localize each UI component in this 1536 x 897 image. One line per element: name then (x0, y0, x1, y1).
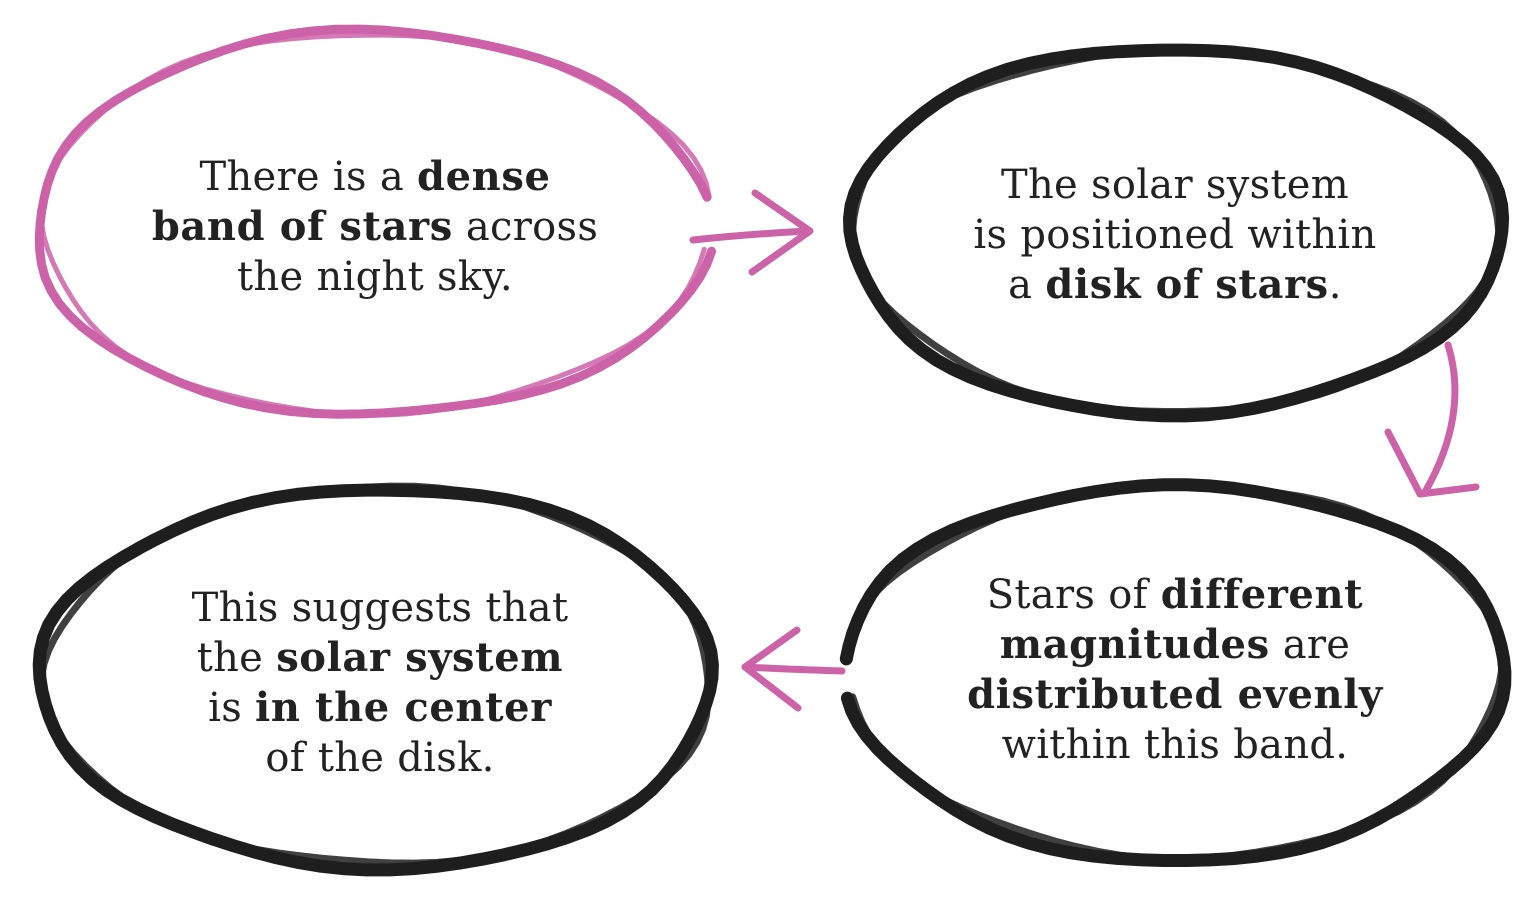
plain-text: The solar system (1000, 162, 1350, 208)
text-line: is in the center (130, 683, 630, 733)
plain-text: the night sky. (237, 254, 513, 300)
plain-text: is (208, 685, 256, 731)
text-line: There is a dense (120, 152, 630, 202)
plain-text: There is a (199, 154, 418, 200)
emphasis-text: distributed evenly (967, 671, 1383, 718)
outline-texture (849, 46, 1503, 415)
text-line: distributed evenly (925, 670, 1425, 720)
plain-text: This suggests that (191, 585, 569, 631)
arrow-shaft (689, 227, 812, 244)
node-outlines (32, 24, 1512, 877)
emphasis-text: disk of stars (1045, 261, 1329, 308)
arrow-shaft (1421, 341, 1459, 496)
text-line: magnitudes are (925, 620, 1425, 670)
arrow-node-3-to-node-4 (741, 626, 846, 712)
node-3-outline (839, 478, 1512, 867)
outline-texture (843, 483, 1506, 863)
emphasis-text: dense (417, 153, 551, 200)
text-line: The solar system (935, 160, 1415, 210)
text-line: the solar system (130, 633, 630, 683)
arrow-node-1-to-node-2 (689, 189, 814, 276)
plain-text: are (1269, 622, 1351, 668)
text-line: of the disk. (130, 733, 630, 783)
node-1-outline (34, 24, 717, 419)
plain-text: of the disk. (265, 735, 495, 781)
text-line: This suggests that (130, 583, 630, 633)
arrow-head (741, 626, 802, 712)
node-1-text: There is a dense band of stars across the … (120, 152, 630, 302)
arrows (689, 189, 1480, 712)
plain-text: Stars of (986, 572, 1161, 618)
node-4-text: This suggests that the solar system is in … (130, 583, 630, 783)
plain-text: the (196, 635, 277, 681)
emphasis-text: band of stars (151, 203, 453, 250)
plain-text: . (1328, 262, 1342, 308)
text-line: Stars of different (925, 570, 1425, 620)
arrow-node-2-to-node-3 (1384, 341, 1480, 498)
plain-text: within this band. (1001, 722, 1349, 768)
emphasis-text: solar system (276, 634, 564, 681)
text-line: the night sky. (120, 252, 630, 302)
emphasis-text: different (1160, 571, 1364, 618)
text-line: band of stars across (120, 202, 630, 252)
plain-text: is positioned within (973, 212, 1377, 258)
outline-texture (38, 32, 712, 418)
emphasis-text: magnitudes (999, 621, 1270, 668)
node-4-outline (32, 482, 719, 877)
text-line: is positioned within (935, 210, 1415, 260)
emphasis-text: in the center (255, 684, 552, 731)
node-3-text: Stars of different magnitudes are distribu… (925, 570, 1425, 770)
text-line: within this band. (925, 720, 1425, 770)
text-line: a disk of stars. (935, 260, 1415, 310)
node-2-text: The solar system is positioned within a di… (935, 160, 1415, 310)
arrow-head (748, 189, 814, 276)
plain-text: a (1008, 262, 1046, 308)
arrow-head (1384, 428, 1480, 498)
plain-text: across (452, 204, 599, 250)
outline-texture (38, 482, 712, 867)
arrow-shaft (741, 663, 846, 675)
node-2-outline (843, 43, 1510, 423)
